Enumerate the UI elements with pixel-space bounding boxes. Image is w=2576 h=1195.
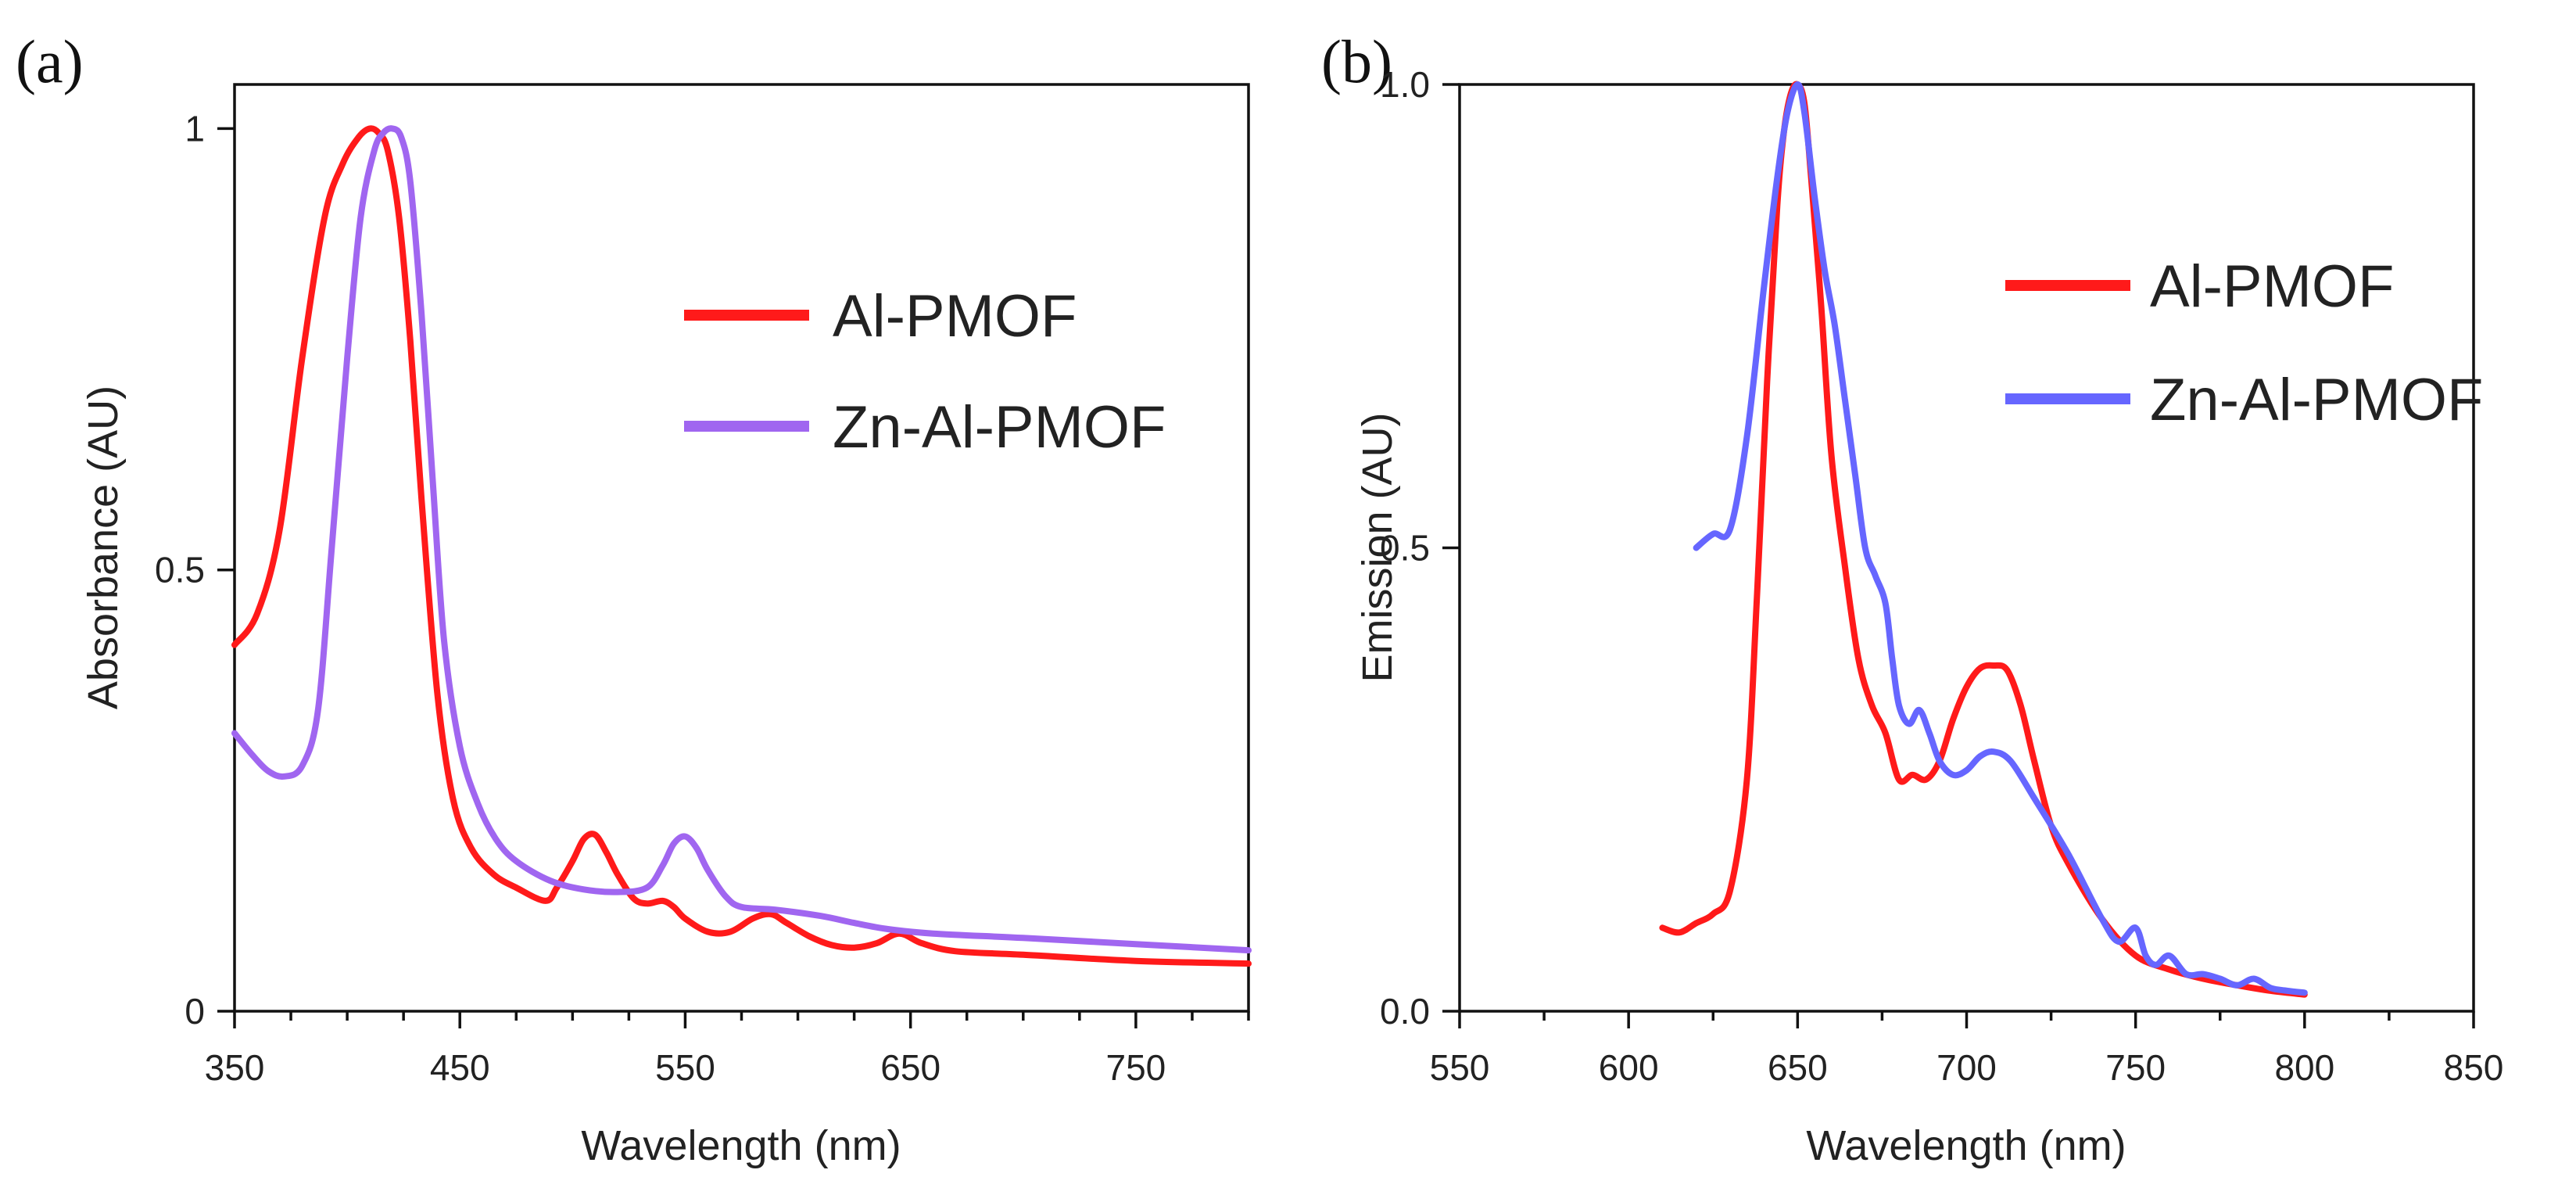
panel-b-x-tick-label-700: 700 xyxy=(1936,1047,1997,1088)
panel-a-y-tick-label-1: 1 xyxy=(185,108,205,149)
panel-b-legend-label-al-pmof: Al-PMOF xyxy=(2150,253,2394,320)
panel-a-legend-label-al-pmof: Al-PMOF xyxy=(833,283,1077,350)
panel-a-legend-label-zn-al-pmof: Zn-Al-PMOF xyxy=(833,394,1166,461)
panel-b-plot-frame xyxy=(1458,83,2475,1013)
panel-b-x-tick-label-600: 600 xyxy=(1599,1047,1659,1088)
panel-b-legend: Al-PMOF Zn-Al-PMOF xyxy=(2005,253,2483,433)
panel-a-y-tick-label-0-5: 0.5 xyxy=(155,550,205,590)
panel-b-ticks: 550 600 650 700 750 800 850 0.0 0.5 1.0 xyxy=(1380,64,2503,1088)
panel-a-x-tick-label-650: 650 xyxy=(880,1047,940,1088)
panel-b-series-line-al-pmof xyxy=(1659,81,2308,998)
panel-a-ticks: 350 450 550 650 750 0 0.5 1 xyxy=(155,108,1250,1088)
panel-a-y-axis-title: Absorbance (AU) xyxy=(80,386,127,709)
panel-b-x-tick-label-550: 550 xyxy=(1430,1047,1490,1088)
panel-b-x-tick-label-800: 800 xyxy=(2274,1047,2334,1088)
panel-a-series-line-al-pmof xyxy=(231,125,1252,967)
panel-b-y-tick-label-0: 0.0 xyxy=(1380,991,1430,1032)
panel-b-x-tick-label-650: 650 xyxy=(1768,1047,1828,1088)
panel-a-legend: Al-PMOF Zn-Al-PMOF xyxy=(684,283,1166,461)
panel-a-series-line-zn-al-pmof xyxy=(231,125,1252,954)
panel-b-tag: (b) xyxy=(1321,27,1392,95)
panel-a-x-tick-label-450: 450 xyxy=(430,1047,490,1088)
panel-b-series-line-zn-al-pmof xyxy=(1693,81,2308,996)
panel-b-x-tick-label-850: 850 xyxy=(2444,1047,2504,1088)
panel-b-y-axis-title: Emission (AU) xyxy=(1354,412,1401,682)
panel-b-y-tick-label-0-5: 0.5 xyxy=(1380,528,1430,569)
panel-a-tag: (a) xyxy=(16,27,84,95)
panel-b-x-tick-label-750: 750 xyxy=(2105,1047,2166,1088)
panel-a-y-tick-label-0: 0 xyxy=(185,991,205,1032)
panel-a-x-tick-label-750: 750 xyxy=(1106,1047,1166,1088)
panel-a-absorbance: (a) 350 450 550 650 750 0 0.5 1 Wavelength (nm)… xyxy=(16,27,1252,1169)
panel-b-series xyxy=(1659,81,2308,998)
panel-b-x-axis-title: Wavelength (nm) xyxy=(1806,1122,2126,1169)
panel-a-x-tick-label-350: 350 xyxy=(205,1047,265,1088)
panel-a-plot-frame xyxy=(233,83,1250,1013)
panel-b-y-tick-label-1: 1.0 xyxy=(1380,64,1430,105)
panel-b-emission: (b) 550 600 650 700 750 800 850 0.0 0.5 1.0 Wavel… xyxy=(1321,27,2503,1169)
panel-a-x-axis-title: Wavelength (nm) xyxy=(581,1122,901,1169)
panel-a-series xyxy=(231,125,1252,967)
panel-a-x-tick-label-550: 550 xyxy=(655,1047,715,1088)
panel-b-legend-label-zn-al-pmof: Zn-Al-PMOF xyxy=(2150,367,2483,433)
